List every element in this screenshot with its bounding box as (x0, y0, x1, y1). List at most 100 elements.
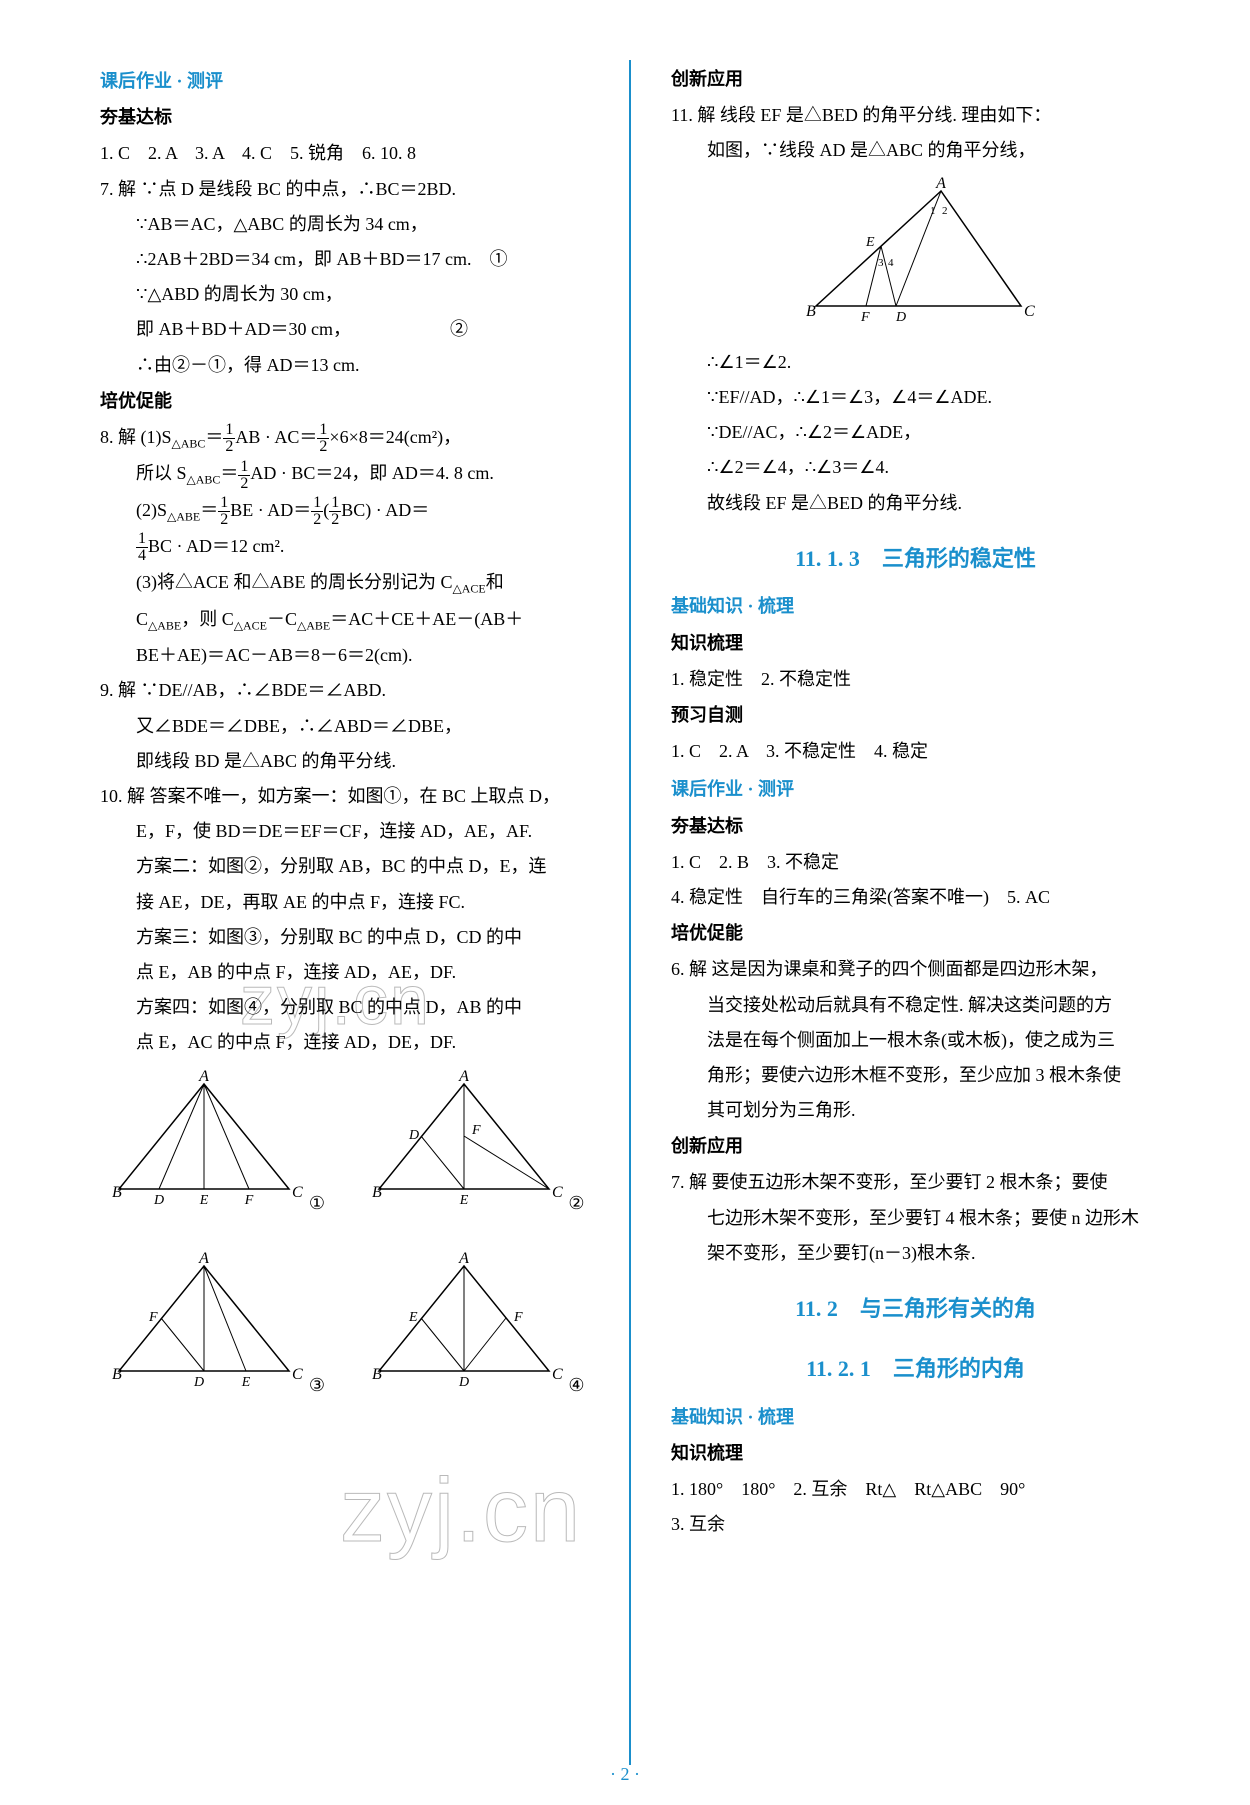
svg-text:B: B (112, 1184, 122, 1201)
solution-line: ∵△ABD 的周长为 30 cm， (100, 277, 589, 311)
solution-line: ∵AB＝AC，△ABC 的周长为 34 cm， (100, 207, 589, 241)
solution-line: (3)将△ACE 和△ABE 的周长分别记为 C△ACE和 (100, 565, 589, 600)
figure-4: A B C E F D ④ (364, 1251, 585, 1402)
answer-line: 3. 互余 (671, 1507, 1160, 1541)
solution-line: ∵DE//AC，∴∠2＝∠ADE， (671, 415, 1160, 449)
svg-text:A: A (458, 1251, 469, 1267)
solution-line: 当交接处松动后就具有不稳定性. 解决这类问题的方 (671, 988, 1160, 1022)
solution-line: 7. 解 要使五边形木架不变形，至少要钉 2 根木条；要使 (671, 1165, 1160, 1199)
svg-text:D: D (153, 1193, 164, 1208)
text: ＝AC＋CE＋AE－(AB＋ (330, 609, 523, 629)
answer-line: 4. 稳定性 自行车的三角梁(答案不唯一) 5. AC (671, 880, 1160, 914)
solution-line: 7. 解 ∵点 D 是线段 BC 的中点，∴BC＝2BD. (100, 172, 589, 206)
solution-line: 角形；要使六边形木框不变形，至少应加 3 根木条使 (671, 1058, 1160, 1092)
solution-line: ∴由②－①，得 AD＝13 cm. (100, 348, 589, 382)
section-title: 基础知识 · 梳理 (671, 1400, 1160, 1434)
text: (3)将△ACE 和△ABE 的周长分别记为 C (136, 572, 453, 592)
section-subtitle: 创新应用 (671, 1129, 1160, 1163)
svg-text:B: B (372, 1366, 382, 1383)
section-subtitle: 创新应用 (671, 62, 1160, 96)
svg-text:E: E (199, 1193, 209, 1208)
solution-line: ∵EF//AD，∴∠1＝∠3，∠4＝∠ADE. (671, 380, 1160, 414)
section-title: 课后作业 · 测评 (100, 64, 589, 98)
answer-line: 1. 稳定性 2. 不稳定性 (671, 662, 1160, 696)
svg-text:A: A (199, 1251, 210, 1267)
page-number: · 2 · (610, 1764, 640, 1785)
svg-text:D: D (193, 1375, 204, 1390)
svg-text:F: F (148, 1310, 158, 1325)
svg-text:B: B (806, 303, 816, 320)
svg-text:C: C (292, 1184, 303, 1201)
svg-text:F: F (513, 1310, 523, 1325)
solution-line: ∴2AB＋2BD＝34 cm，即 AB＋BD＝17 cm. ① (100, 242, 589, 276)
svg-text:1: 1 (930, 205, 936, 217)
figure-label: ④ (568, 1368, 584, 1402)
text: · AD＝ (371, 500, 429, 520)
figure-label: ③ (309, 1368, 325, 1402)
fraction: 12 (238, 459, 250, 492)
section-subtitle: 知识梳理 (671, 1436, 1160, 1470)
svg-text:4: 4 (888, 257, 894, 269)
figure-3: A B C F D E ③ (104, 1251, 325, 1402)
solution-line: 点 E，AB 的中点 F，连接 AD，AE，DF. (100, 955, 589, 989)
solution-line: 接 AE，DE，再取 AE 的中点 F，连接 FC. (100, 885, 589, 919)
svg-text:B: B (112, 1366, 122, 1383)
subscript: △ACE (234, 618, 267, 632)
solution-line: BE＋AE)＝AC－AB＝8－6＝2(cm). (100, 638, 589, 672)
solution-line: 所以 S△ABC＝12AD · BC＝24，即 AD＝4. 8 cm. (100, 456, 589, 491)
section-subtitle: 预习自测 (671, 698, 1160, 732)
text: ，则 C (181, 609, 234, 629)
figure-q11: A B C E F D 1 2 3 4 (671, 176, 1160, 337)
solution-line: 其可划分为三角形. (671, 1093, 1160, 1127)
text: (2)S (136, 500, 167, 520)
text: 所以 S (136, 463, 187, 483)
svg-text:3: 3 (878, 257, 884, 269)
subscript: △ABE (167, 509, 200, 523)
solution-line: 方案二：如图②，分别取 AB，BC 的中点 D，E，连 (100, 849, 589, 883)
chapter-heading: 11. 2. 1 三角形的内角 (671, 1348, 1160, 1390)
solution-line: 即 AB＋BD＋AD＝30 cm， ② (100, 312, 589, 346)
text: AD · BC＝24，即 AD＝4. 8 cm. (250, 463, 494, 483)
text: 和 (486, 572, 504, 592)
text: ＝ (200, 500, 218, 520)
section-subtitle: 夯基达标 (671, 809, 1160, 843)
svg-text:C: C (552, 1366, 563, 1383)
solution-line: 9. 解 ∵DE//AB，∴∠BDE＝∠ABD. (100, 673, 589, 707)
section-subtitle: 培优促能 (671, 916, 1160, 950)
svg-text:A: A (199, 1069, 210, 1085)
svg-text:D: D (458, 1375, 469, 1390)
solution-line: 如图，∵线段 AD 是△ABC 的角平分线， (671, 133, 1160, 167)
fraction: 14 (136, 531, 148, 564)
text: BE · AD＝ (230, 500, 311, 520)
solution-line: 架不变形，至少要钉(n－3)根木条. (671, 1236, 1160, 1270)
svg-text:F: F (471, 1123, 481, 1138)
solution-line: 8. 解 (1)S△ABC＝12AB · AC＝12×6×8＝24(cm²)， (100, 420, 589, 455)
subscript: △ABE (148, 618, 181, 632)
solution-line: C△ABE，则 C△ACE－C△ABE＝AC＋CE＋AE－(AB＋ (100, 602, 589, 637)
section-title: 课后作业 · 测评 (671, 772, 1160, 806)
text: 8. 解 (1)S (100, 427, 172, 447)
answer-line: 1. C 2. B 3. 不稳定 (671, 845, 1160, 879)
solution-line: (2)S△ABE＝12BE · AD＝12(12BC) · AD＝ (100, 493, 589, 528)
figure-1: A B C D E F ① (104, 1069, 325, 1220)
subscript: △ACE (453, 582, 486, 596)
text: BC (341, 500, 365, 520)
figure-grid: A B C D E F ① A B C D (100, 1069, 589, 1401)
left-column: 课后作业 · 测评 夯基达标 1. C 2. A 3. A 4. C 5. 锐角… (100, 60, 599, 1765)
answer-line: 1. 180° 180° 2. 互余 Rt△ Rt△ABC 90° (671, 1472, 1160, 1506)
solution-line: ∴∠2＝∠4，∴∠3＝∠4. (671, 450, 1160, 484)
chapter-heading: 11. 1. 3 三角形的稳定性 (671, 538, 1160, 580)
section-subtitle: 夯基达标 (100, 100, 589, 134)
figure-label: ① (309, 1186, 325, 1220)
solution-line: 七边形木架不变形，至少要钉 4 根木条；要使 n 边形木 (671, 1201, 1160, 1235)
solution-line: 11. 解 线段 EF 是△BED 的角平分线. 理由如下： (671, 98, 1160, 132)
fraction: 12 (218, 495, 230, 528)
column-divider (629, 60, 631, 1765)
solution-line: 点 E，AC 的中点 F，连接 AD，DE，DF. (100, 1025, 589, 1059)
answer-line: 1. C 2. A 3. 不稳定性 4. 稳定 (671, 734, 1160, 768)
text: ×6×8＝24(cm²)， (329, 427, 461, 447)
fraction: 12 (329, 495, 341, 528)
triangle-diagram-icon: A B C E F D 1 2 3 4 (796, 176, 1036, 326)
fraction: 12 (311, 495, 323, 528)
svg-text:E: E (459, 1193, 469, 1208)
